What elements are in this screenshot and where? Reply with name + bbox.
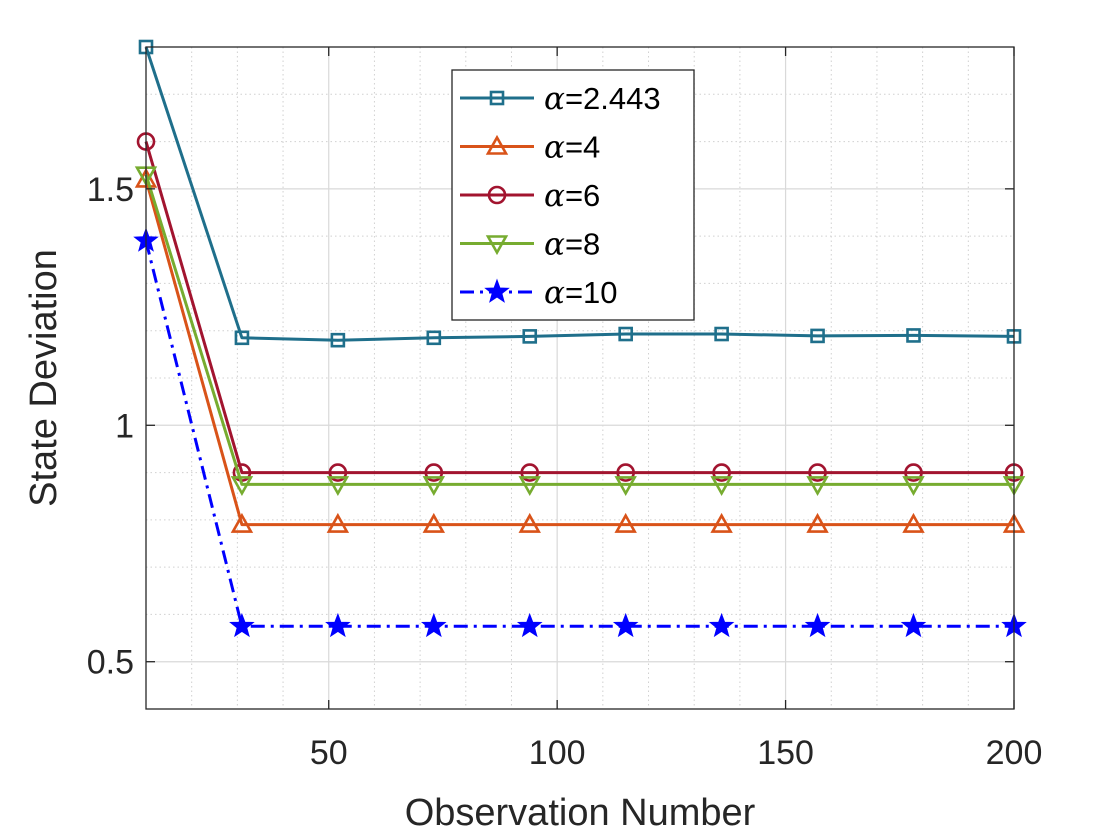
data-point	[522, 329, 538, 344]
axis-ticks	[146, 47, 1015, 709]
data-point	[518, 476, 541, 497]
legend-item-4: α=8	[460, 227, 600, 263]
data-point	[518, 512, 541, 533]
legend-label: α=2.443	[544, 81, 661, 117]
legend-marker	[485, 134, 509, 155]
data-point	[902, 476, 925, 497]
legend-value: =2.443	[565, 81, 661, 116]
data-point	[906, 328, 921, 343]
legend-item-2: α=4	[460, 130, 600, 166]
legend-marker	[484, 278, 510, 303]
plot-frame	[145, 46, 1015, 710]
x-tick-label: 50	[310, 734, 348, 772]
series-layer	[133, 39, 1027, 638]
data-point	[710, 512, 733, 533]
data-point	[614, 512, 637, 533]
data-point	[424, 463, 444, 482]
series-line	[144, 240, 1014, 628]
data-point	[325, 612, 351, 638]
data-point	[614, 476, 637, 497]
data-point	[520, 463, 540, 482]
legend-label: α=10	[544, 275, 618, 311]
data-point	[804, 612, 831, 638]
data-point	[806, 476, 829, 497]
data-point	[230, 512, 254, 533]
y-tick-label: 1.5	[87, 171, 134, 209]
data-point	[616, 463, 635, 482]
legend-value: =10	[565, 275, 618, 310]
x-axis-title: Observation Number	[405, 792, 756, 834]
x-tick-label: 100	[529, 734, 586, 772]
data-point	[326, 512, 350, 533]
data-point	[229, 612, 255, 638]
data-point	[904, 463, 923, 482]
data-point	[234, 330, 250, 346]
x-tick-label: 150	[757, 734, 814, 772]
series-line	[144, 178, 1014, 527]
x-tick-label: 200	[986, 734, 1043, 772]
legend-label: α=6	[544, 178, 600, 214]
series-1	[138, 39, 1022, 348]
data-point	[618, 326, 633, 342]
legend-alpha-symbol: α	[544, 178, 565, 214]
legend-label: α=4	[544, 130, 600, 166]
legend-value: =4	[565, 130, 600, 165]
legend-label: α=8	[544, 227, 600, 263]
y-tick-label: 0.5	[87, 644, 134, 682]
data-point	[326, 476, 350, 497]
data-point	[714, 326, 729, 342]
legend-alpha-symbol: α	[544, 275, 565, 311]
data-point	[421, 612, 447, 638]
x-tick-labels: 50 100 150 200	[310, 734, 1043, 772]
legend-item-1: α=2.443	[460, 81, 661, 117]
data-point	[426, 330, 442, 346]
series-line	[144, 141, 1014, 475]
data-point	[900, 612, 927, 638]
legend-value: =6	[565, 178, 600, 213]
data-point	[328, 463, 348, 482]
data-point	[710, 476, 733, 497]
data-point	[712, 463, 731, 482]
data-point	[330, 332, 346, 348]
y-tick-labels: 0.5 1 1.5	[87, 171, 134, 682]
series-line	[144, 174, 1014, 486]
data-point	[708, 612, 735, 638]
data-point	[902, 512, 925, 533]
legend-marker	[487, 185, 507, 205]
y-axis-title: State Deviation	[23, 249, 65, 507]
legend-marker	[489, 90, 505, 106]
legend-alpha-symbol: α	[544, 130, 565, 166]
series-line	[144, 46, 1015, 342]
legend-alpha-symbol: α	[544, 227, 565, 263]
data-point	[422, 512, 446, 533]
data-point	[230, 476, 254, 497]
data-point	[612, 612, 639, 638]
y-tick-label: 1	[115, 407, 134, 445]
data-point	[516, 612, 543, 638]
legend-marker	[485, 235, 509, 256]
data-point	[808, 463, 827, 482]
series-4	[134, 166, 1026, 497]
legend-item-3: α=6	[460, 178, 600, 214]
data-point	[810, 328, 825, 344]
legend-alpha-symbol: α	[544, 81, 565, 117]
data-point	[422, 476, 446, 497]
legend-item-5: α=10	[460, 275, 618, 311]
data-point	[806, 512, 829, 533]
legend-value: =8	[565, 227, 600, 262]
